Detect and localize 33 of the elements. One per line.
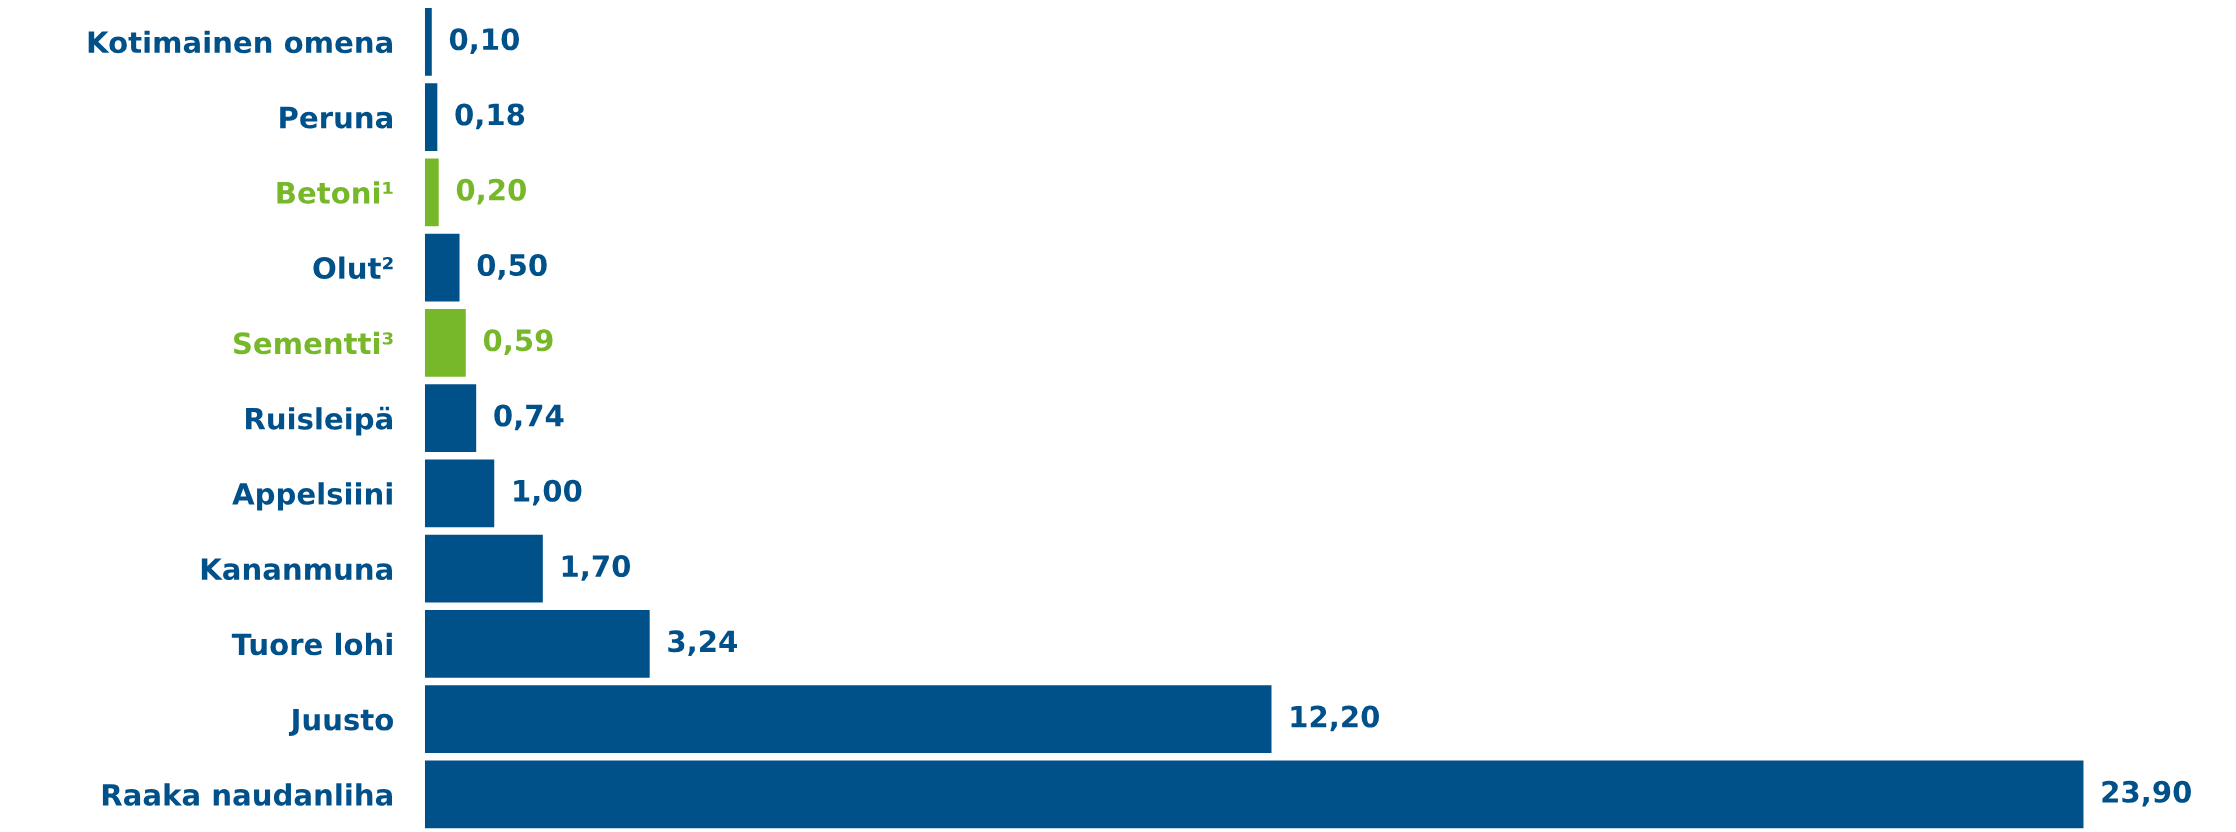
y-tick-label: Juusto [288,708,394,737]
bar [424,7,432,76]
bar [424,534,543,603]
bar [424,760,2084,829]
y-tick-label: Kotimainen omena [88,30,392,54]
y-tick-label: Kananmuna [201,558,392,581]
data-label: 0,59 [483,329,553,356]
y-tick-label: Olut² [313,256,393,280]
y-tick-label: Peruna [280,106,392,129]
data-label: 0,20 [456,178,526,205]
y-tick-label: Sementti³ [234,331,393,355]
y-tick-label: Ruisleipä [246,406,392,436]
data-label: 23,90 [2102,780,2191,807]
y-tick-label: Appelsiini [232,482,392,511]
bar [424,308,466,377]
data-label: 12,20 [1291,705,1380,732]
data-label: 0,18 [455,103,525,130]
bar [424,384,477,452]
data-label: 0,10 [449,28,520,54]
bar [424,609,650,678]
data-label: 0,50 [477,253,547,280]
bar [424,685,1272,753]
data-label: 1,70 [562,555,631,581]
data-label: 3,24 [668,630,737,657]
bar [424,158,439,227]
data-label: 0,74 [494,404,564,431]
bar [424,459,495,528]
data-label: 1,00 [514,479,582,506]
y-tick-label: Betoni¹ [277,181,393,204]
y-tick-label: Raaka naudanliha [102,783,392,806]
bar [424,83,438,151]
y-tick-label: Tuore lohi [231,632,392,656]
bar [424,233,460,302]
